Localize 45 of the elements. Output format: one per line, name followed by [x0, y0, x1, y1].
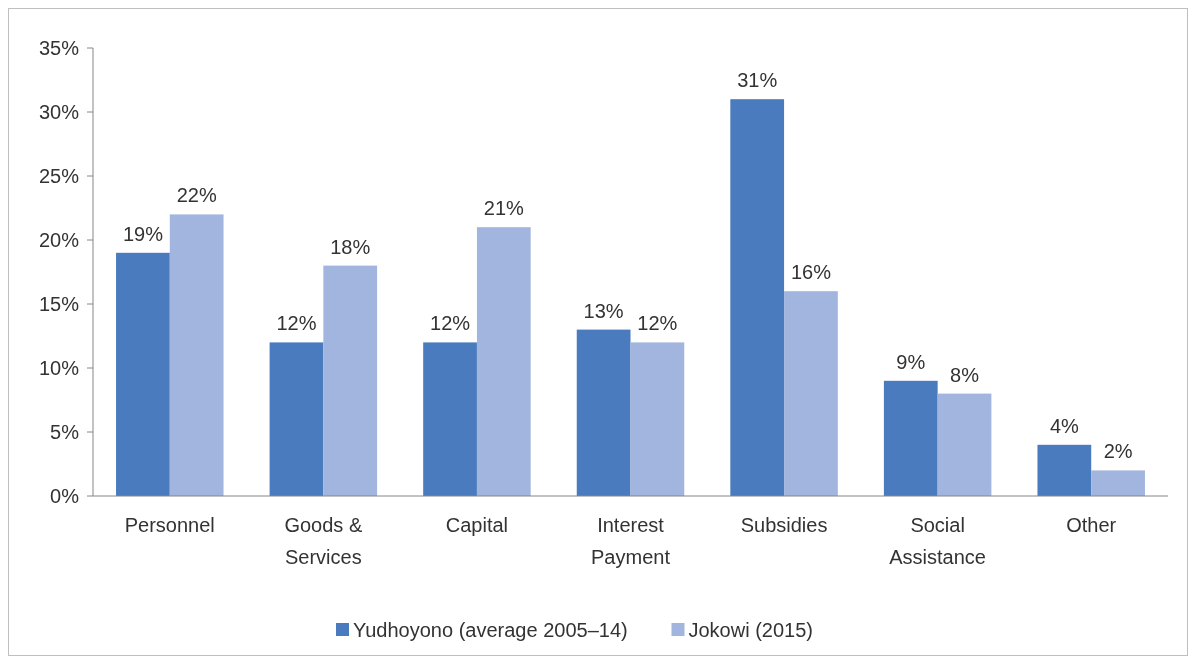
x-tick-label: Other [1066, 514, 1117, 536]
bar [937, 393, 992, 496]
legend-label: Jokowi (2015) [688, 619, 814, 641]
data-label: 21% [483, 197, 525, 220]
bar [784, 291, 838, 496]
x-tick-label: Goods & Services [284, 514, 363, 568]
data-label: 9% [896, 350, 926, 373]
data-label: 12% [637, 312, 678, 335]
x-tick-label: Social Assistance [889, 514, 986, 568]
x-tick-label: Personnel [124, 514, 215, 536]
x-tick-label: Subsidies [740, 514, 828, 536]
y-tick-label: 5% [50, 421, 80, 443]
y-tick-label: 35% [38, 37, 80, 59]
data-label: 4% [1049, 414, 1080, 437]
y-tick-label: 15% [38, 293, 80, 315]
x-tick-label: Capital [445, 514, 509, 536]
y-tick-label: 30% [38, 101, 80, 123]
bar [169, 214, 224, 496]
y-tick-label: 25% [38, 165, 80, 187]
bar [423, 342, 477, 496]
data-label: 12% [276, 312, 317, 335]
data-label: 19% [122, 222, 164, 245]
y-tick-label: 0% [50, 485, 80, 507]
bar [269, 342, 324, 496]
data-label: 8% [950, 363, 980, 386]
y-tick-label: 20% [38, 229, 80, 251]
data-label: 31% [737, 69, 778, 92]
bar [323, 265, 378, 496]
data-label: 2% [1103, 440, 1133, 463]
bar [1091, 470, 1145, 496]
data-label: 18% [330, 235, 371, 258]
bar [576, 329, 631, 496]
y-tick-label: 10% [38, 357, 80, 379]
data-label: 16% [790, 261, 832, 284]
bar [1037, 444, 1092, 496]
bar [116, 252, 170, 496]
bar [730, 99, 785, 496]
data-label: 12% [430, 312, 471, 335]
bar [630, 342, 685, 496]
x-tick-label: Interest Payment [591, 514, 671, 568]
data-label: 13% [583, 299, 624, 322]
bar [476, 227, 531, 496]
legend-label: Yudhoyono (average 2005–14) [353, 619, 628, 641]
data-label: 22% [176, 184, 217, 207]
bar [883, 380, 938, 496]
